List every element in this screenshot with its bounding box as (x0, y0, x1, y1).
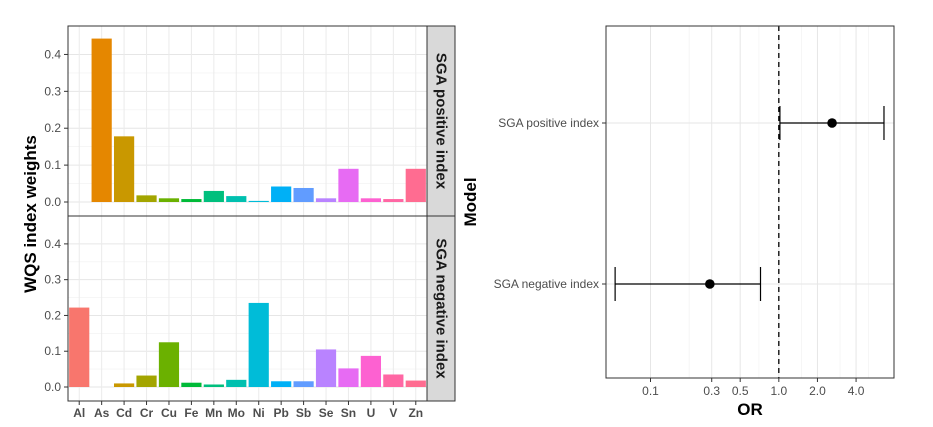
bar-mo (226, 379, 247, 387)
facet-strip-label: SGA negative index (433, 238, 450, 379)
x-tick-label: 2.0 (809, 384, 826, 398)
bar-sn (338, 168, 359, 202)
x-axis-title: OR (737, 400, 763, 419)
x-tick-label: 0.3 (703, 384, 720, 398)
x-tick-label: Sb (296, 406, 311, 420)
bar-se (315, 198, 337, 202)
x-tick-label: Pb (273, 406, 288, 420)
y-tick-label: 0.0 (44, 380, 61, 394)
x-tick-label: V (389, 406, 397, 420)
x-tick-label: 0.5 (732, 384, 749, 398)
bar-ni (248, 302, 269, 387)
bar-cr (136, 195, 157, 202)
y-tick-label: 0.4 (44, 47, 61, 61)
bar-v (383, 199, 404, 202)
x-tick-label: Cd (116, 406, 132, 420)
y-tick-label: 0.2 (44, 121, 61, 135)
y-tick-label: 0.3 (44, 273, 61, 287)
bar-al (69, 307, 90, 387)
forest-plot-chart: 0.1 0.3 0.5 1.0 2.0 4.0 SGA positive index SGA … (461, 25, 895, 419)
bar-mn (203, 384, 224, 387)
bar-cd (113, 383, 135, 387)
x-tick-label: 4.0 (848, 384, 865, 398)
bar-u (360, 355, 382, 387)
x-tick-label: As (94, 406, 110, 420)
y-tick-label: 0.2 (44, 308, 61, 322)
y-axis-title: WQS index weights (21, 135, 40, 293)
x-tick-label: Ni (253, 406, 265, 420)
bar-sb (293, 187, 314, 202)
facet-strip-label: SGA positive index (433, 53, 450, 190)
bar-pb (271, 381, 292, 387)
wqs-weights-chart: 0.0 0.1 0.2 0.3 0.4 SGA positive index 0.0 0.1 0… (21, 25, 456, 420)
bar-pb (271, 186, 292, 202)
point-estimate (705, 279, 715, 289)
y-tick-label: 0.1 (44, 158, 61, 172)
x-tick-label: 0.1 (642, 384, 659, 398)
facet-strip (426, 215, 456, 402)
bar-cu (158, 198, 180, 202)
bar-as (91, 38, 112, 203)
bar-mn (203, 190, 224, 202)
point-estimate (827, 118, 837, 128)
y-tick-label: 0.4 (44, 237, 61, 251)
bar-se (315, 349, 337, 387)
y-tick-label: 0.0 (44, 195, 61, 209)
bar-zn (405, 168, 426, 202)
x-tick-label: Sn (341, 406, 356, 420)
plot-background (606, 26, 894, 378)
y-tick-label: SGA negative index (494, 277, 599, 291)
bar-fe (181, 199, 202, 202)
y-tick-label: SGA positive index (498, 116, 599, 130)
plot-border (605, 25, 895, 379)
bar-sb (293, 381, 314, 387)
bar-ni (248, 200, 269, 202)
bar-zn (405, 380, 426, 387)
bar-mo (226, 196, 247, 202)
x-tick-label: Mn (205, 406, 222, 420)
y-tick-label: 0.1 (44, 344, 61, 358)
facet-strip (426, 25, 456, 217)
x-tick-label: Al (73, 406, 85, 420)
y-tick-label: 0.3 (44, 84, 61, 98)
x-tick-label: Cr (140, 406, 154, 420)
bar-sn (338, 368, 359, 387)
x-tick-label: Mo (228, 406, 245, 420)
x-tick-label: 1.0 (770, 384, 787, 398)
bar-fe (181, 382, 202, 387)
x-tick-label: Cu (161, 406, 177, 420)
bar-cu (158, 342, 180, 387)
y-axis-title: Model (461, 177, 480, 226)
x-tick-label: Se (319, 406, 334, 420)
x-tick-label: Zn (408, 406, 423, 420)
bar-u (360, 198, 382, 202)
x-tick-label: Fe (184, 406, 198, 420)
bar-cr (136, 375, 157, 387)
x-tick-label: U (367, 406, 376, 420)
bar-cd (113, 136, 135, 202)
bar-v (383, 374, 404, 387)
